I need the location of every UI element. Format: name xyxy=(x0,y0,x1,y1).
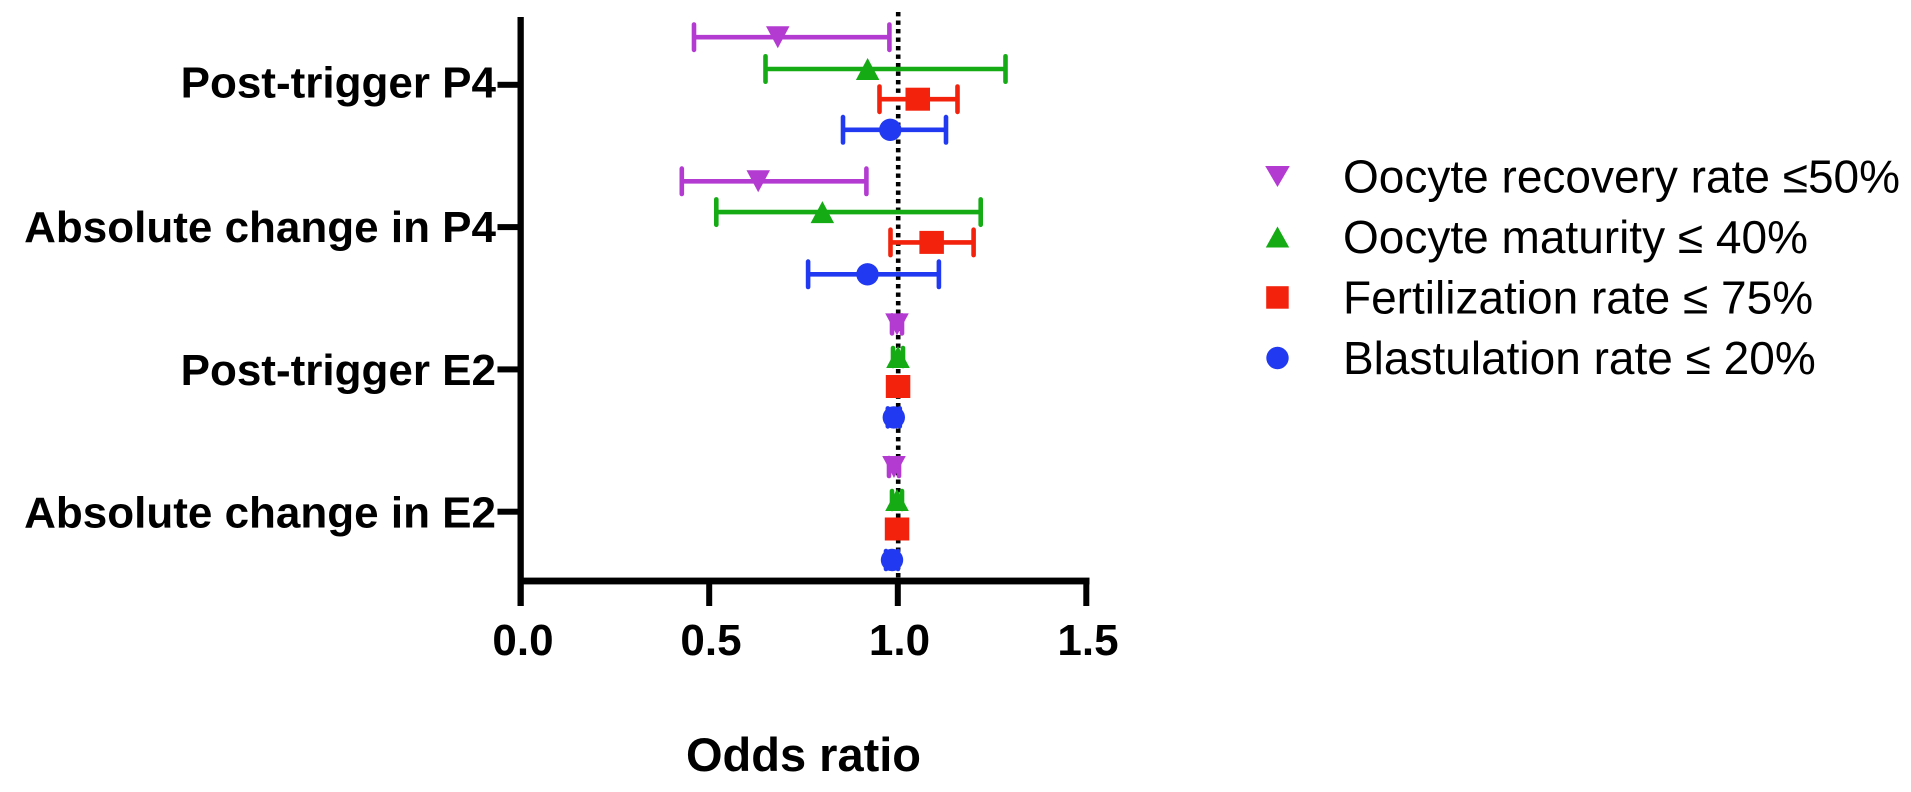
svg-text:Absolute change in E2: Absolute change in E2 xyxy=(24,488,496,537)
svg-text:Fertilization rate ≤ 75%: Fertilization rate ≤ 75% xyxy=(1343,272,1813,324)
svg-text:Blastulation rate ≤ 20%: Blastulation rate ≤ 20% xyxy=(1343,332,1816,384)
svg-text:Post-trigger E2: Post-trigger E2 xyxy=(181,346,496,395)
svg-text:Oocyte maturity ≤ 40%: Oocyte maturity ≤ 40% xyxy=(1343,211,1808,263)
svg-text:1.0: 1.0 xyxy=(869,616,930,665)
svg-text:1.5: 1.5 xyxy=(1057,616,1118,665)
svg-text:Odds ratio: Odds ratio xyxy=(686,728,921,781)
svg-text:Absolute change in P4: Absolute change in P4 xyxy=(24,203,496,252)
svg-text:0.5: 0.5 xyxy=(680,616,741,665)
svg-text:0.0: 0.0 xyxy=(492,616,553,665)
svg-text:Oocyte recovery rate ≤50%: Oocyte recovery rate ≤50% xyxy=(1343,151,1900,203)
svg-text:Post-trigger P4: Post-trigger P4 xyxy=(181,59,497,108)
